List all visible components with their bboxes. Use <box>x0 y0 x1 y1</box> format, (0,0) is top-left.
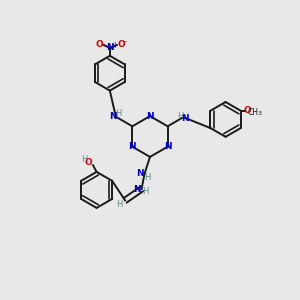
Text: N: N <box>109 112 117 121</box>
Text: N: N <box>106 44 114 52</box>
Text: N: N <box>146 112 154 121</box>
Text: N: N <box>181 114 189 123</box>
Text: O: O <box>117 40 125 49</box>
Text: H: H <box>177 112 184 121</box>
Text: H: H <box>116 200 123 209</box>
Text: N: N <box>136 169 144 178</box>
Text: -: - <box>124 38 127 46</box>
Text: +: + <box>111 41 117 50</box>
Text: N: N <box>164 142 172 151</box>
Text: 3: 3 <box>257 111 262 116</box>
Text: O: O <box>243 106 251 115</box>
Text: H: H <box>115 109 121 118</box>
Text: H: H <box>142 188 148 196</box>
Text: N: N <box>134 185 141 194</box>
Text: N: N <box>128 142 136 151</box>
Text: CH: CH <box>248 108 259 117</box>
Text: H: H <box>144 172 150 182</box>
Text: O: O <box>96 40 104 49</box>
Text: O: O <box>84 158 92 167</box>
Text: H: H <box>81 155 87 164</box>
